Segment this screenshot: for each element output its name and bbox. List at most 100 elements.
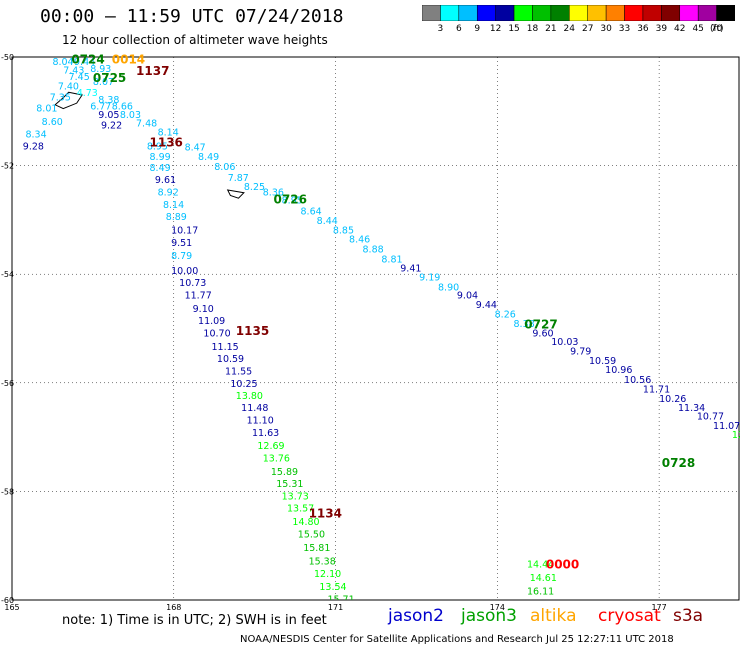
swh-value: 9.28	[23, 141, 44, 152]
y-tick-label: -54	[1, 270, 14, 279]
chart-title: 00:00 – 11:59 UTC 07/24/2018	[40, 6, 344, 27]
swh-value: 8.04	[52, 57, 73, 68]
swh-value: 10.00	[171, 266, 198, 277]
swh-value: 7.35	[50, 92, 71, 103]
swh-value: 8.60	[42, 117, 63, 128]
swh-value: 8.81	[381, 254, 402, 265]
swh-value: 12.10	[314, 569, 341, 580]
swh-value: 9.61	[155, 175, 176, 186]
swh-value: 7.87	[228, 173, 249, 184]
swh-value: 10.56	[624, 375, 651, 386]
swh-value: 8.38	[514, 319, 535, 330]
swh-value: 8.38	[98, 95, 119, 106]
swh-value: 11.07	[713, 421, 740, 432]
pass-time-label: 1134	[309, 506, 342, 520]
land-outline	[54, 91, 83, 110]
swh-value: 10.59	[217, 354, 244, 365]
y-tick-label: -58	[1, 487, 14, 496]
swh-value: 10.70	[203, 329, 230, 340]
swh-value: 10.96	[605, 365, 632, 376]
swh-value: 8.64	[301, 206, 322, 217]
swh-value: 15.81	[303, 543, 330, 554]
swh-value: 7.43	[63, 65, 84, 76]
footer-credit: NOAA/NESDIS Center for Satellite Applica…	[240, 634, 674, 645]
pass-time-label: 0000	[546, 558, 579, 572]
swh-value: 8.14	[163, 200, 184, 211]
swh-value: 8.99	[150, 152, 171, 163]
pass-time-label: 1135	[236, 324, 269, 338]
swh-value: 10.77	[697, 412, 724, 423]
colorbar-tick-label: 3	[437, 24, 444, 34]
pass-time-label: 1136	[150, 136, 183, 150]
swh-value: 6.77	[90, 102, 111, 113]
swh-value: 14.44	[527, 559, 554, 570]
swh-value: 8.85	[333, 225, 354, 236]
swh-value: 9.10	[193, 304, 214, 315]
swh-value: 15.31	[276, 479, 303, 490]
colorbar-tick-label: 33	[618, 24, 631, 34]
swh-value: 14.61	[530, 573, 557, 584]
swh-value: 15.71	[327, 595, 354, 606]
swh-value: 8.88	[363, 244, 384, 255]
x-tick-label: 171	[328, 603, 343, 610]
legend-entry-cryosat: cryosat	[598, 606, 661, 626]
swh-value: 4.73	[77, 88, 98, 99]
swh-value: 8.47	[185, 142, 206, 153]
y-tick-label: -50	[1, 53, 14, 62]
swh-value: 8.79	[171, 251, 192, 262]
x-tick-label: 177	[651, 603, 666, 610]
swh-value: 9.44	[476, 300, 497, 311]
colorbar-tick-label: 30	[600, 24, 612, 34]
wave-height-map: 165 168 171 174 177-50-52-54-56-58-608.04 9.4…	[1, 53, 740, 610]
swh-value: 9.51	[171, 238, 192, 249]
colorbar-tick-label: 6	[455, 24, 462, 34]
legend-entry-s3a: s3a	[673, 606, 704, 626]
swh-value: 12.69	[257, 441, 284, 452]
colorbar-tick-label: 36	[637, 24, 649, 34]
swh-value: 8.95	[282, 196, 303, 207]
swh-value: 7.48	[136, 119, 157, 130]
pass-time-label: 0728	[662, 456, 695, 470]
swh-value: 13.80	[236, 391, 263, 402]
swh-value: 8.26	[495, 310, 516, 321]
swh-value: 8.14	[158, 128, 179, 139]
swh-value: 8.66	[112, 102, 133, 113]
swh-value: 9.79	[570, 347, 591, 358]
swh-value: 11.48	[241, 403, 268, 414]
swh-value: 8.92	[158, 187, 179, 198]
swh-value: 12.16	[732, 430, 740, 441]
chart-subtitle: 12 hour collection of altimeter wave hei…	[62, 33, 328, 47]
pass-time-label: 0725	[93, 71, 126, 85]
colorbar-tick-label: 27	[581, 24, 594, 34]
swh-value: 8.03	[120, 110, 141, 121]
swh-value: 11.34	[678, 403, 705, 414]
swh-value: 8.95	[147, 141, 168, 152]
pass-time-label: 1137	[136, 64, 169, 78]
swh-value: 8.07	[93, 77, 114, 88]
swh-value: 8.34	[25, 129, 46, 140]
pass-time-label: 0726	[274, 193, 307, 207]
swh-value: 13.54	[319, 582, 346, 593]
colorbar-tick-label: 18	[526, 24, 539, 34]
swh-value: 11.15	[212, 342, 239, 353]
swh-value: 16.11	[527, 587, 554, 598]
x-tick-label: 174	[490, 603, 505, 610]
swh-value: 13.73	[282, 492, 309, 503]
swh-value: 10.25	[230, 379, 257, 390]
colorbar-tick-label: 42	[674, 24, 686, 34]
swh-value: 9.41	[400, 263, 421, 274]
pass-time-label: 0014	[112, 53, 145, 67]
swh-value: 8.44	[317, 216, 338, 227]
pass-time-label: 0727	[524, 318, 557, 332]
swh-value: 9.60	[532, 329, 553, 340]
colorbar-tick-label: 24	[563, 24, 576, 34]
swh-value: 10.26	[659, 394, 686, 405]
y-tick-label: -52	[1, 162, 14, 171]
colorbar-tick-label: 9	[474, 24, 481, 34]
swh-value: 7.40	[58, 82, 79, 93]
swh-value: 9.44	[74, 57, 95, 68]
swh-value: 8.49	[150, 163, 171, 174]
swh-value: 8.93	[90, 64, 111, 75]
legend-entry-jason2: jason2	[388, 606, 444, 626]
swh-value: 11.77	[185, 291, 212, 302]
